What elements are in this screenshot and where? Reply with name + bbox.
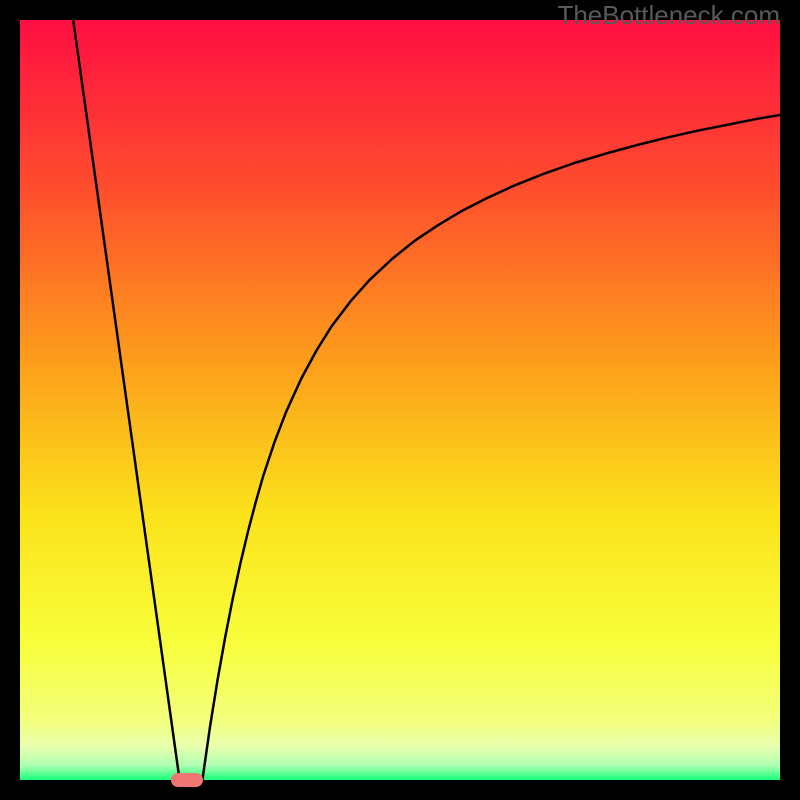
watermark-text: TheBottleneck.com [557, 0, 780, 31]
bottleneck-marker [171, 773, 203, 787]
plot-background [20, 20, 780, 780]
bottleneck-chart: TheBottleneck.com [0, 0, 800, 800]
chart-svg [0, 0, 800, 800]
